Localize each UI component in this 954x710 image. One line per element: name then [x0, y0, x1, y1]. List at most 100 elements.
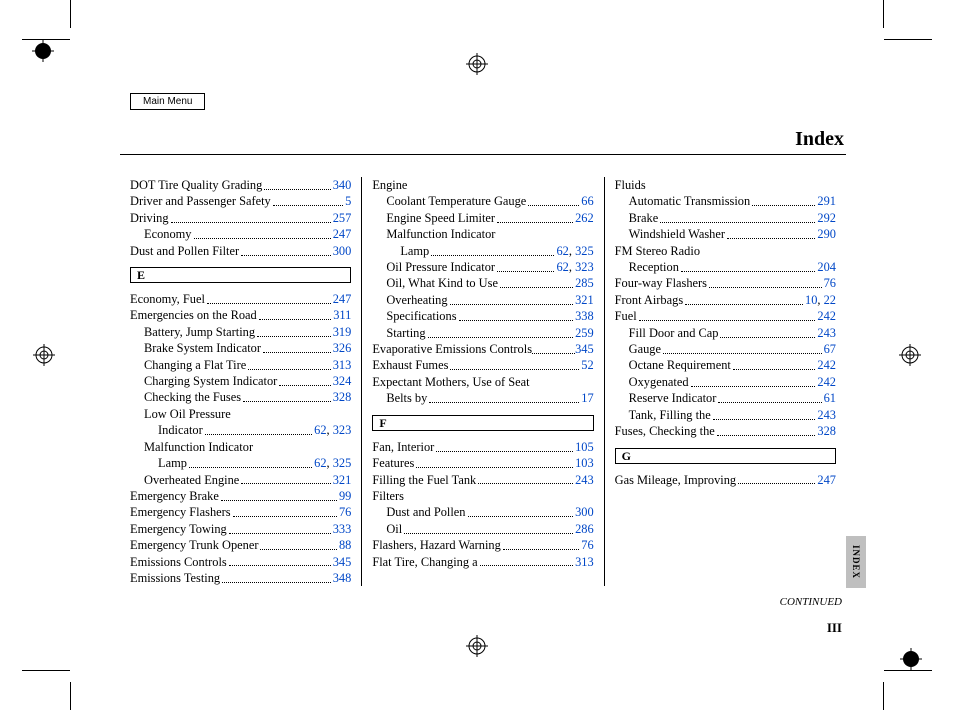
- index-entry-label: Specifications: [386, 308, 456, 324]
- page-link[interactable]: 243: [817, 326, 836, 340]
- page-link[interactable]: 321: [333, 473, 352, 487]
- page-link[interactable]: 321: [575, 293, 594, 307]
- index-entry-pages: 76: [581, 537, 593, 553]
- page-link[interactable]: 62: [314, 456, 326, 470]
- page-link[interactable]: 328: [333, 390, 352, 404]
- page-link[interactable]: 61: [824, 391, 836, 405]
- leader-dots: [720, 325, 815, 338]
- page-link[interactable]: 313: [333, 358, 352, 372]
- index-entry-pages: 345: [575, 341, 594, 357]
- page-link[interactable]: 88: [339, 538, 351, 552]
- index-entry: Flashers, Hazard Warning 76: [372, 537, 593, 553]
- page-link[interactable]: 103: [575, 456, 594, 470]
- crop-mark: [884, 39, 932, 40]
- index-entry: Low Oil Pressure: [130, 406, 351, 422]
- index-entry: Filling the Fuel Tank243: [372, 472, 593, 488]
- page-link[interactable]: 345: [575, 342, 594, 356]
- page-link[interactable]: 323: [333, 423, 352, 437]
- page-link[interactable]: 259: [575, 326, 594, 340]
- page-link[interactable]: 242: [817, 358, 836, 372]
- page-link[interactable]: 76: [339, 505, 351, 519]
- leader-dots: [718, 390, 821, 403]
- index-entry: Emergency Flashers76: [130, 504, 351, 520]
- index-entry-label: Flashers, Hazard Warning: [372, 537, 501, 553]
- page-link[interactable]: 242: [817, 309, 836, 323]
- leader-dots: [189, 455, 312, 468]
- page-link[interactable]: 291: [817, 194, 836, 208]
- page-link[interactable]: 17: [581, 391, 593, 405]
- page-link[interactable]: 66: [581, 194, 593, 208]
- index-entry-pages: 242: [817, 308, 836, 324]
- page-link[interactable]: 247: [333, 292, 352, 306]
- leader-dots: [503, 537, 579, 550]
- page-link[interactable]: 67: [824, 342, 836, 356]
- index-entry-pages: 257: [333, 210, 352, 226]
- index-entry-label: Emergencies on the Road: [130, 307, 257, 323]
- page-link[interactable]: 326: [333, 341, 352, 355]
- leader-dots: [639, 308, 816, 321]
- page-link[interactable]: 313: [575, 555, 594, 569]
- page-link[interactable]: 290: [817, 227, 836, 241]
- index-entry: Fluids: [615, 177, 836, 193]
- page-link[interactable]: 311: [333, 308, 351, 322]
- page-link[interactable]: 204: [817, 260, 836, 274]
- page-link[interactable]: 52: [581, 358, 593, 372]
- leader-dots: [532, 341, 575, 354]
- page-link[interactable]: 324: [333, 374, 352, 388]
- page-link[interactable]: 323: [575, 260, 594, 274]
- index-entry: Reserve Indicator61: [615, 390, 836, 406]
- page-link[interactable]: 99: [339, 489, 351, 503]
- index-entry: Emergencies on the Road 311: [130, 307, 351, 323]
- index-entry-pages: 348: [333, 570, 352, 586]
- page-link[interactable]: 243: [575, 473, 594, 487]
- page-link[interactable]: 319: [333, 325, 352, 339]
- index-entry: Charging System Indicator324: [130, 373, 351, 389]
- page-link[interactable]: 262: [575, 211, 594, 225]
- page-link[interactable]: 62: [556, 260, 568, 274]
- page-link[interactable]: 292: [817, 211, 836, 225]
- index-entry-pages: 291: [817, 193, 836, 209]
- leader-dots: [436, 439, 573, 452]
- page-link[interactable]: 5: [345, 194, 351, 208]
- page-link[interactable]: 247: [333, 227, 352, 241]
- page-link[interactable]: 345: [333, 555, 352, 569]
- crop-mark: [70, 0, 71, 28]
- leader-dots: [171, 210, 331, 223]
- index-entry-label: Filters: [372, 488, 404, 504]
- page-link[interactable]: 10: [805, 293, 817, 307]
- page-link[interactable]: 76: [581, 538, 593, 552]
- page-link[interactable]: 76: [824, 276, 836, 290]
- page-link[interactable]: 62: [556, 244, 568, 258]
- index-entry-label: Dust and Pollen Filter: [130, 243, 239, 259]
- index-entry-label: Economy, Fuel: [130, 291, 205, 307]
- index-entry: Oil, What Kind to Use285: [372, 275, 593, 291]
- page-link[interactable]: 285: [575, 276, 594, 290]
- index-entry-label: Fluids: [615, 177, 646, 193]
- page-link[interactable]: 242: [817, 375, 836, 389]
- index-entry-pages: 247: [817, 472, 836, 488]
- page-link[interactable]: 325: [575, 244, 594, 258]
- page-link[interactable]: 286: [575, 522, 594, 536]
- main-menu-button[interactable]: Main Menu: [130, 93, 205, 110]
- index-entry-pages: 313: [333, 357, 352, 373]
- page-link[interactable]: 340: [333, 178, 352, 192]
- index-entry-label: Evaporative Emissions Controls: [372, 341, 532, 357]
- page-link[interactable]: 247: [817, 473, 836, 487]
- index-entry: Windshield Washer290: [615, 226, 836, 242]
- page-link[interactable]: 22: [824, 293, 836, 307]
- page-link[interactable]: 338: [575, 309, 594, 323]
- page-link[interactable]: 243: [817, 408, 836, 422]
- page-link[interactable]: 105: [575, 440, 594, 454]
- page-link[interactable]: 300: [575, 505, 594, 519]
- page-link[interactable]: 257: [333, 211, 352, 225]
- page-link[interactable]: 328: [817, 424, 836, 438]
- page-link[interactable]: 300: [333, 244, 352, 258]
- page-link[interactable]: 62: [314, 423, 326, 437]
- index-column: FluidsAutomatic Transmission291Brake292W…: [604, 177, 846, 586]
- page-link[interactable]: 348: [333, 571, 352, 585]
- index-entry-pages: 292: [817, 210, 836, 226]
- index-entry-label: Front Airbags: [615, 292, 684, 308]
- page-link[interactable]: 333: [333, 522, 352, 536]
- page-link[interactable]: 325: [333, 456, 352, 470]
- index-entry-pages: 88: [339, 537, 351, 553]
